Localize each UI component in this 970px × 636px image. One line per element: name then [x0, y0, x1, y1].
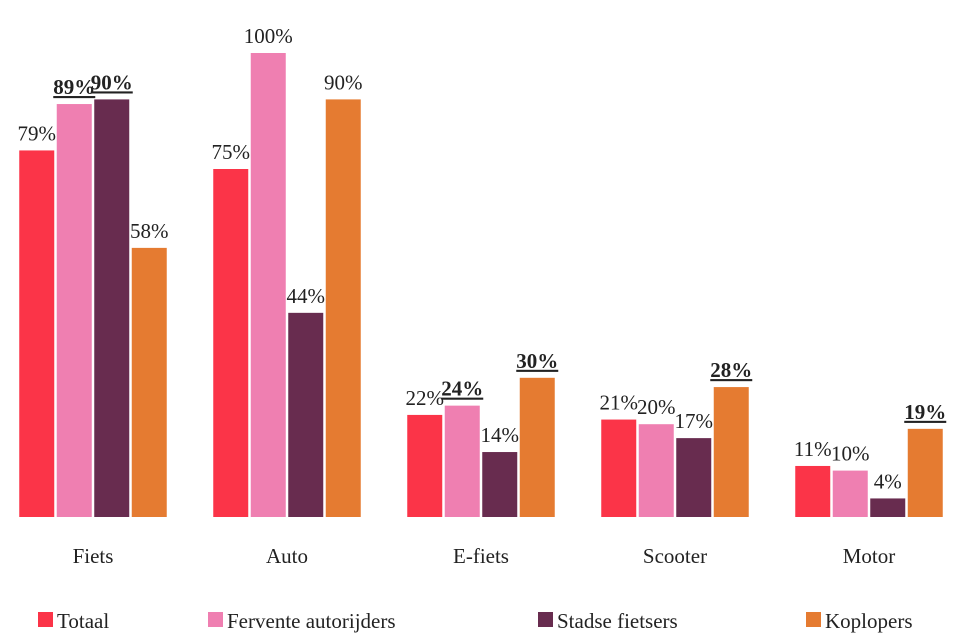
data-label: 58% — [130, 219, 169, 243]
bar — [131, 247, 167, 517]
legend-swatch — [538, 612, 553, 627]
data-label: 100% — [244, 24, 293, 48]
bar — [19, 150, 55, 517]
data-label: 30% — [516, 349, 558, 373]
bar — [325, 99, 361, 518]
bar — [250, 53, 286, 517]
data-label: 21% — [600, 391, 639, 415]
bar — [676, 438, 712, 517]
bar — [288, 312, 324, 517]
data-label: 90% — [324, 70, 363, 94]
x-tick-label: Auto — [266, 544, 308, 568]
bar — [832, 470, 868, 517]
bar — [407, 414, 443, 517]
bar — [94, 99, 130, 518]
bar — [601, 419, 637, 517]
data-label: 28% — [710, 358, 752, 382]
data-label: 24% — [441, 377, 483, 401]
data-label: 4% — [874, 469, 902, 493]
data-label: 22% — [406, 386, 445, 410]
x-tick-label: Motor — [843, 544, 896, 568]
x-tick-label: Fiets — [73, 544, 114, 568]
legend-label: Fervente autorijders — [227, 609, 396, 633]
data-label: 79% — [18, 121, 57, 145]
bar — [213, 169, 249, 517]
x-tick-label: Scooter — [643, 544, 707, 568]
bar — [907, 428, 943, 517]
data-label: 10% — [831, 442, 870, 466]
data-label: 90% — [91, 70, 133, 94]
data-label: 11% — [794, 437, 832, 461]
data-label: 75% — [212, 140, 251, 164]
bar — [713, 387, 749, 517]
legend-swatch — [208, 612, 223, 627]
legend-label: Stadse fietsers — [557, 609, 678, 633]
bar — [56, 104, 92, 517]
bar — [638, 424, 674, 517]
bar — [870, 498, 906, 517]
legend-swatch — [38, 612, 53, 627]
bar — [519, 377, 555, 517]
x-tick-label: E-fiets — [453, 544, 509, 568]
legend-label: Totaal — [57, 609, 109, 633]
data-label: 44% — [287, 284, 326, 308]
legend-label: Koplopers — [825, 609, 913, 633]
bar — [444, 405, 480, 517]
data-label: 19% — [904, 400, 946, 424]
data-label: 20% — [637, 395, 676, 419]
legend-swatch — [806, 612, 821, 627]
bar — [795, 465, 831, 517]
data-label: 17% — [675, 409, 714, 433]
data-label: 14% — [481, 423, 520, 447]
data-label: 89% — [53, 75, 95, 99]
bar — [482, 452, 518, 517]
